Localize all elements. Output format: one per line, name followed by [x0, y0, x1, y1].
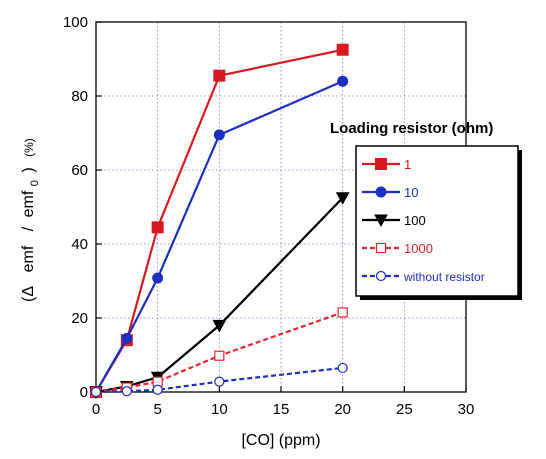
data-point: [90, 386, 102, 398]
data-point: [121, 386, 132, 397]
legend-swatch-marker: [375, 186, 387, 198]
series-line: [95, 48, 343, 393]
data-point: [336, 43, 349, 56]
legend-label: without resistor: [403, 270, 485, 284]
y-title-close-paren: ): [20, 167, 37, 172]
x-tick-label: 25: [396, 401, 413, 418]
data-point: [337, 362, 348, 374]
y-axis-title: (Δ emf / emf 0 ) (%): [20, 138, 42, 302]
y-axis-title-text: (Δ emf / emf 0 ) (%): [20, 138, 42, 302]
data-point: [152, 384, 163, 395]
y-title-slash: /: [20, 226, 37, 231]
data-point: [337, 307, 348, 318]
data-point: [214, 350, 225, 361]
x-tick-label: 20: [334, 401, 351, 418]
x-axis-title: [CO] (ppm): [241, 432, 320, 449]
series-line: [95, 366, 343, 394]
legend-item: 1: [362, 157, 411, 172]
series-0: [90, 43, 349, 398]
legend-item: 100: [362, 213, 426, 228]
y-title-subscript: 0: [29, 180, 41, 186]
y-title-emf: emf: [20, 245, 37, 272]
y-tick-label: 20: [71, 310, 88, 327]
x-tick-label: 10: [211, 401, 228, 418]
data-point: [337, 75, 349, 87]
series-1: [90, 75, 349, 398]
legend-item: 1000: [362, 241, 433, 256]
data-point: [121, 332, 133, 344]
legend-swatch-marker: [375, 270, 387, 282]
legend-label: 1000: [404, 241, 433, 256]
data-point: [213, 129, 225, 141]
legend-item: 10: [362, 185, 418, 200]
series-4: [90, 362, 348, 398]
y-title-unit: (%): [22, 138, 36, 157]
data-point: [152, 272, 164, 284]
legend-label: 1: [404, 157, 411, 172]
series-group: [89, 43, 350, 400]
x-tick-label: 15: [273, 401, 290, 418]
y-tick-label: 100: [63, 14, 88, 31]
x-tick-label: 5: [153, 401, 161, 418]
x-tick-label: 0: [92, 401, 100, 418]
data-point: [151, 221, 164, 234]
legend-swatch-marker: [374, 214, 388, 228]
legend-label: 100: [404, 213, 426, 228]
y-title-delta: (Δ: [20, 286, 37, 302]
y-tick-label: 60: [71, 162, 88, 179]
x-tick-label: 30: [458, 401, 475, 418]
y-title-emf0: emf: [20, 190, 37, 217]
legend-label: 10: [404, 185, 418, 200]
axis-ticks: 0 5 10 15 20 25 30 0 20 40 60 80 100: [63, 14, 474, 418]
data-point: [212, 319, 227, 333]
data-point: [335, 192, 350, 205]
data-point: [214, 376, 225, 387]
series-line: [95, 311, 344, 394]
legend-swatch-marker: [375, 242, 387, 254]
y-tick-label: 80: [71, 88, 88, 105]
data-point: [213, 69, 226, 82]
legend: 1 10 100 1000 without resistor: [355, 145, 522, 300]
y-tick-label: 0: [80, 384, 88, 401]
legend-title: Loading resistor (ohm): [330, 120, 493, 137]
legend-item: without resistor: [362, 270, 485, 284]
y-tick-label: 40: [71, 236, 88, 253]
legend-swatch-marker: [375, 158, 387, 170]
